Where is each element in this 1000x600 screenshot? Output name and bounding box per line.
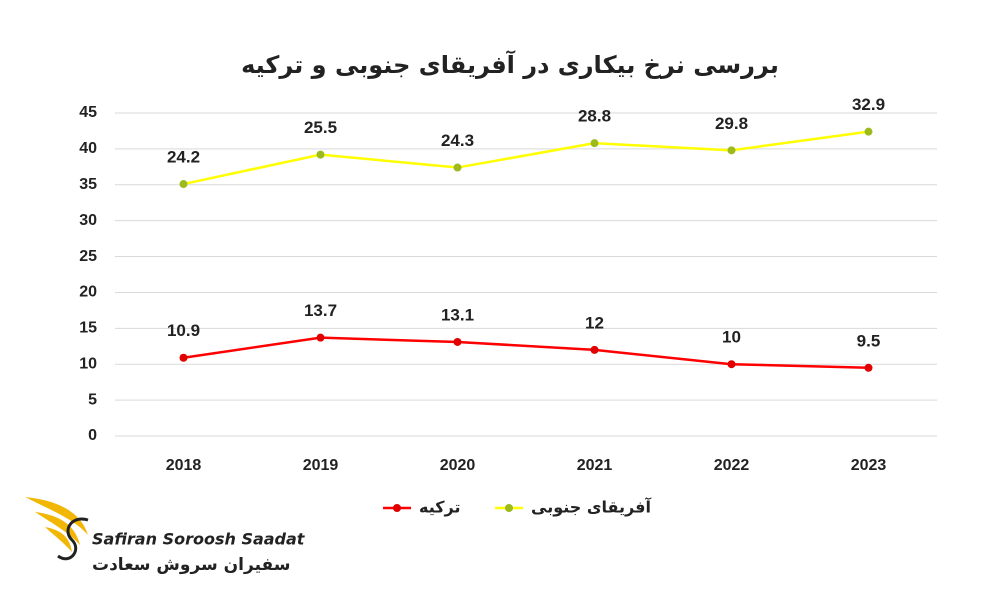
y-tick-label: 30 (79, 212, 97, 229)
data-label: 12 (585, 313, 604, 332)
data-point (316, 150, 325, 159)
data-label: 28.8 (578, 107, 611, 126)
x-tick-label: 2023 (851, 457, 887, 474)
y-tick-label: 40 (79, 140, 97, 157)
logo: Safiran Soroosh Saadat سفیران سروش سعادت (25, 497, 306, 575)
x-tick-label: 2021 (577, 457, 613, 474)
y-tick-label: 25 (79, 248, 97, 265)
y-tick-label: 20 (79, 284, 97, 301)
y-tick-label: 5 (88, 391, 97, 408)
data-label: 24.2 (167, 148, 200, 167)
data-point (179, 180, 188, 189)
x-tick-label: 2020 (440, 457, 476, 474)
data-point (864, 127, 873, 136)
data-point (453, 337, 462, 346)
legend-marker (393, 504, 401, 512)
x-tick-label: 2018 (166, 457, 202, 474)
data-label: 13.1 (441, 305, 474, 324)
y-tick-label: 0 (88, 427, 97, 444)
data-label: 32.9 (852, 95, 885, 114)
data-point (727, 360, 736, 369)
data-label: 9.5 (857, 331, 881, 350)
data-label: 29.8 (715, 114, 748, 133)
y-tick-label: 15 (79, 320, 97, 337)
data-point (864, 363, 873, 372)
data-label: 24.3 (441, 131, 474, 150)
logo-persian: سفیران سروش سعادت (92, 555, 290, 575)
data-point (453, 163, 462, 172)
data-label: 10 (722, 328, 741, 347)
series-line (183, 130, 869, 186)
data-point (179, 353, 188, 362)
legend-label: آفریقای جنوبی (531, 497, 651, 517)
data-point (590, 139, 599, 148)
y-tick-label: 10 (79, 355, 97, 372)
legend-marker (505, 504, 513, 512)
data-point (316, 333, 325, 342)
data-label: 25.5 (304, 118, 337, 137)
y-tick-label: 35 (79, 176, 97, 193)
logo-wing (25, 497, 88, 552)
y-tick-label: 45 (79, 104, 97, 121)
x-tick-label: 2019 (303, 457, 339, 474)
logo-s (57, 517, 89, 561)
series-line (183, 336, 869, 370)
logo-latin: Safiran Soroosh Saadat (92, 530, 306, 549)
chart-title: بررسی نرخ بیکاری در آفریقای جنوبی و ترکی… (241, 50, 779, 79)
data-point (727, 146, 736, 155)
legend-label: ترکیه (419, 498, 461, 517)
data-point (590, 345, 599, 354)
data-label: 10.9 (167, 321, 200, 340)
data-label: 13.7 (304, 301, 337, 320)
x-tick-label: 2022 (714, 457, 750, 474)
